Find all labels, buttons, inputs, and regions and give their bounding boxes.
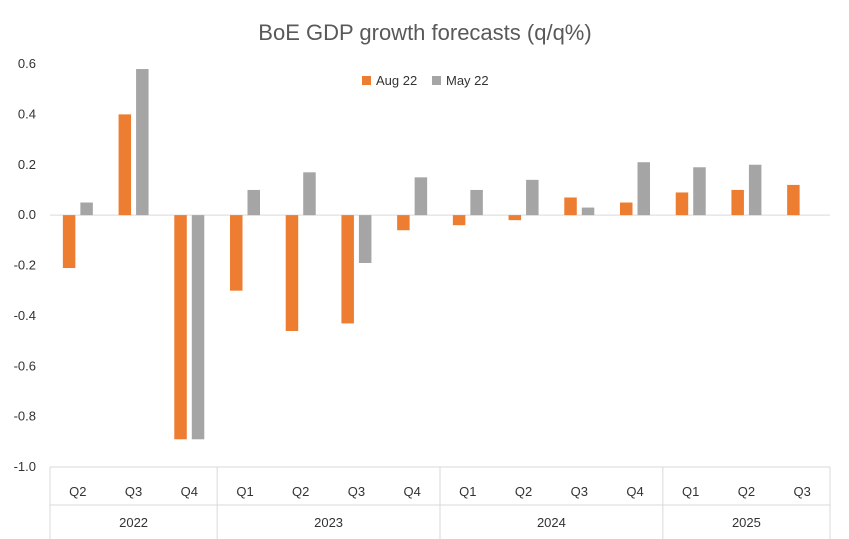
bar-aug-22 — [118, 114, 132, 216]
legend-label: Aug 22 — [376, 73, 417, 88]
bars-layer — [62, 69, 800, 440]
category-tick-label: Q4 — [626, 484, 643, 499]
bar-aug-22 — [285, 215, 299, 331]
year-group-label: 2023 — [314, 515, 343, 530]
category-tick-label: Q1 — [459, 484, 476, 499]
y-tick-label: -0.8 — [14, 409, 36, 424]
bar-aug-22 — [397, 215, 410, 231]
bar-may-22 — [191, 215, 205, 440]
bar-may-22 — [80, 202, 93, 216]
bar-may-22 — [358, 215, 372, 263]
y-tick-label: 0.0 — [18, 207, 36, 222]
bar-aug-22 — [675, 192, 689, 216]
category-tick-label: Q3 — [125, 484, 142, 499]
category-tick-label: Q4 — [403, 484, 420, 499]
bar-may-22 — [470, 189, 483, 216]
y-tick-label: 0.2 — [18, 157, 36, 172]
category-tick-label: Q1 — [236, 484, 253, 499]
bar-aug-22 — [731, 189, 744, 216]
y-tick-label: -0.6 — [14, 358, 36, 373]
y-tick-label: -0.2 — [14, 258, 36, 273]
year-group-label: 2025 — [732, 515, 761, 530]
category-tick-label: Q2 — [69, 484, 86, 499]
category-tick-label: Q1 — [682, 484, 699, 499]
bar-aug-22 — [62, 215, 76, 269]
y-tick-label: 0.4 — [18, 106, 36, 121]
category-tick-label: Q3 — [793, 484, 810, 499]
category-tick-label: Q3 — [571, 484, 588, 499]
bar-aug-22 — [620, 202, 633, 216]
bar-aug-22 — [341, 215, 354, 324]
y-tick-label: -1.0 — [14, 459, 36, 474]
year-group-label: 2024 — [537, 515, 566, 530]
bar-aug-22 — [174, 215, 187, 440]
category-tick-label: Q2 — [292, 484, 309, 499]
bar-may-22 — [247, 189, 260, 216]
y-tick-label: -0.4 — [14, 308, 36, 323]
category-tick-label: Q2 — [738, 484, 755, 499]
bar-may-22 — [748, 164, 762, 216]
legend-swatch — [432, 76, 441, 85]
bar-may-22 — [637, 162, 650, 216]
bar-aug-22 — [564, 197, 577, 216]
bar-may-22 — [693, 167, 706, 216]
category-tick-label: Q3 — [348, 484, 365, 499]
bar-may-22 — [136, 69, 149, 216]
axis-layer: 0.6 0.4 0.2 0.0 -0.2 -0.4 -0.6 -0.8 -1.0 Q2 Q3 Q4 Q1… — [14, 56, 831, 539]
legend-label: May 22 — [446, 73, 489, 88]
bar-may-22 — [414, 177, 428, 216]
category-tick-label: Q2 — [515, 484, 532, 499]
bar-aug-22 — [787, 184, 800, 216]
y-tick-label: 0.6 — [18, 56, 36, 71]
year-group-label: 2022 — [119, 515, 148, 530]
bar-may-22 — [303, 172, 316, 216]
chart-title: BoE GDP growth forecasts (q/q%) — [258, 20, 591, 45]
bar-may-22 — [526, 179, 539, 216]
bar-may-22 — [581, 207, 595, 216]
legend: Aug 22 May 22 — [362, 73, 489, 88]
bar-aug-22 — [508, 215, 522, 221]
bar-aug-22 — [452, 215, 466, 226]
bar-aug-22 — [230, 215, 243, 291]
category-tick-label: Q4 — [181, 484, 198, 499]
legend-swatch — [362, 76, 371, 85]
